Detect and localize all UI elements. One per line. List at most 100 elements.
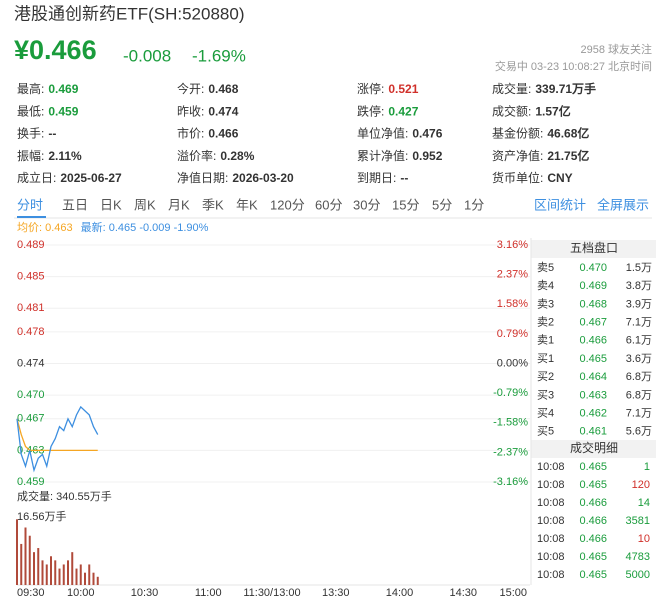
volume-bar — [71, 552, 74, 585]
tab[interactable]: 30分 — [353, 197, 380, 212]
book-price: 0.467 — [579, 317, 607, 329]
tab[interactable]: 5分 — [432, 197, 452, 212]
book-side: 卖4 — [537, 279, 554, 292]
stat-label: 成立日: — [17, 170, 56, 185]
y2-tick-label: -0.79% — [493, 387, 528, 399]
tab[interactable]: 1分 — [464, 197, 484, 212]
y-tick-label: 0.489 — [17, 239, 45, 251]
status: 交易中 03-23 10:08:27 北京时间 — [495, 59, 652, 73]
book-side: 卖2 — [537, 316, 554, 329]
stat-value: 0.521 — [388, 82, 418, 96]
stat-value: 21.75亿 — [547, 148, 589, 163]
volume-bar — [20, 543, 23, 585]
book-price: 0.463 — [579, 389, 607, 401]
y2-tick-label: 0.79% — [497, 328, 528, 340]
series-line — [16, 405, 99, 473]
volume-bar — [88, 564, 91, 585]
stat-value: 0.952 — [412, 149, 442, 163]
stat-value: 0.466 — [208, 127, 238, 141]
tab[interactable]: 日K — [100, 197, 122, 212]
book-price: 0.469 — [579, 280, 607, 292]
trade-volume: 120 — [632, 479, 650, 491]
trade-volume: 4783 — [626, 551, 650, 563]
stat: 昨收: 0.474 — [177, 104, 239, 118]
followers: 2958 球友关注 — [580, 42, 652, 56]
stat: 到期日: -- — [357, 171, 408, 185]
book-price: 0.466 — [579, 335, 607, 347]
stat-value: 339.71万手 — [535, 81, 596, 96]
stat-value: 0.427 — [388, 104, 418, 118]
stat-value: 0.459 — [48, 104, 78, 118]
stat: 溢价率: 0.28% — [177, 148, 255, 163]
trade-price: 0.465 — [579, 569, 607, 581]
book-title: 五档盘口 — [570, 240, 618, 255]
stat: 净值日期: 2026-03-20 — [177, 170, 294, 185]
trade-time: 10:08 — [537, 569, 565, 581]
tab[interactable]: 年K — [236, 197, 258, 212]
volume-bar — [58, 568, 61, 585]
stat-value: -- — [400, 171, 408, 185]
volume-bar — [41, 560, 44, 585]
x-tick-label: 13:30 — [322, 587, 350, 599]
y2-tick-label: -1.58% — [493, 417, 528, 429]
stat-label: 最低: — [17, 104, 44, 118]
stat-label: 到期日: — [357, 171, 396, 185]
trade-time: 10:08 — [537, 515, 565, 527]
trade-price: 0.465 — [579, 479, 607, 491]
trade-price: 0.466 — [579, 515, 607, 527]
book-volume: 7.1万 — [626, 317, 652, 329]
link[interactable]: 全屏展示 — [597, 197, 649, 212]
book-side: 卖5 — [537, 261, 554, 274]
stat-label: 成交量: — [492, 81, 531, 96]
stat: 换手: -- — [17, 127, 56, 141]
y-tick-label: 0.470 — [17, 389, 45, 401]
stat: 最高: 0.469 — [17, 81, 79, 96]
trade-volume: 5000 — [626, 569, 650, 581]
book-volume: 3.9万 — [626, 298, 652, 310]
volume-bar — [75, 568, 78, 585]
book-side: 卖3 — [537, 297, 554, 310]
stat-label: 市价: — [177, 126, 204, 141]
book-volume: 5.6万 — [626, 426, 652, 438]
stat: 成交额: 1.57亿 — [492, 103, 571, 118]
stat-value: CNY — [547, 171, 572, 185]
stat: 资产净值: 21.75亿 — [492, 148, 589, 163]
stat-value: -- — [48, 127, 56, 141]
stat-label: 跌停: — [357, 103, 384, 118]
stat-value: 0.476 — [412, 127, 442, 141]
book-price: 0.465 — [579, 353, 607, 365]
tab[interactable]: 五日 — [62, 197, 88, 212]
tab[interactable]: 分时 — [17, 197, 43, 212]
y2-tick-label: 2.37% — [497, 269, 528, 281]
trade-volume: 10 — [638, 533, 650, 545]
tab[interactable]: 周K — [134, 197, 156, 212]
stat-label: 昨收: — [177, 104, 204, 118]
stat: 振幅: 2.11% — [17, 148, 82, 163]
book-price: 0.462 — [579, 408, 607, 420]
x-tick-label: 10:30 — [131, 587, 159, 599]
stat: 涨停: 0.521 — [357, 81, 419, 96]
book-side: 卖1 — [537, 334, 554, 347]
book-price: 0.470 — [579, 262, 607, 274]
y-tick-label: 0.474 — [17, 357, 45, 369]
series-line — [16, 418, 98, 452]
tab[interactable]: 月K — [168, 197, 190, 212]
trade-time: 10:08 — [537, 461, 565, 473]
trades-title: 成交明细 — [570, 440, 618, 455]
link[interactable]: 区间统计 — [534, 197, 586, 212]
stat: 货币单位: CNY — [492, 170, 573, 185]
tab[interactable]: 季K — [202, 197, 224, 212]
trade-header-bg — [531, 440, 656, 458]
tab[interactable]: 60分 — [315, 197, 342, 212]
book-volume: 3.8万 — [626, 280, 652, 292]
tab[interactable]: 120分 — [270, 197, 305, 212]
book-side: 买3 — [537, 388, 554, 401]
volume-bar — [37, 548, 40, 585]
stat: 累计净值: 0.952 — [357, 148, 443, 163]
book-header-bg — [531, 240, 656, 258]
stat-label: 最高: — [17, 81, 44, 96]
stat-label: 溢价率: — [177, 148, 216, 163]
stat-label: 资产净值: — [492, 148, 543, 163]
tab[interactable]: 15分 — [392, 197, 419, 212]
